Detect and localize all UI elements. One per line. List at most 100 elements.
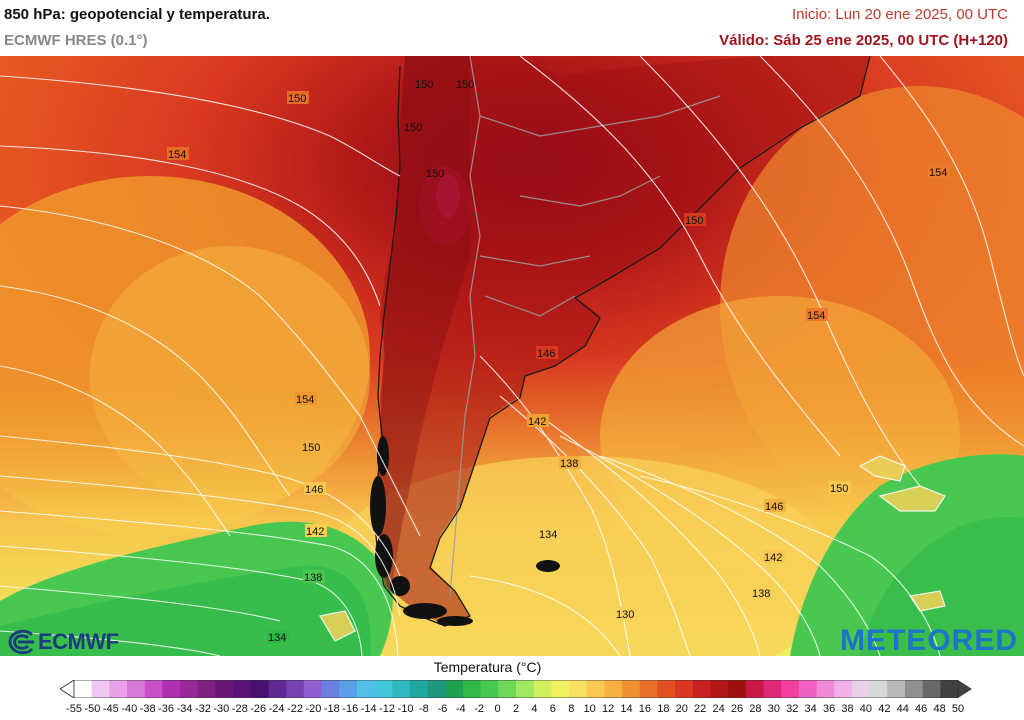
scale-swatch (675, 680, 694, 698)
scale-label: -24 (268, 703, 285, 715)
color-scale-labels: -55 -50 -45 -40 -38 -36 -34 -32 -30 -28 -26 -24 -22-… (0, 703, 1024, 719)
scale-label: 6 (549, 703, 556, 715)
scale-swatch (551, 680, 570, 698)
scale-label: -18 (323, 703, 340, 715)
scale-swatch (286, 680, 305, 698)
isohypse-label: 138 (560, 458, 578, 470)
scale-swatch (940, 680, 959, 698)
scale-label: 40 (859, 703, 873, 715)
scale-label: 26 (730, 703, 744, 715)
scale-swatch (162, 680, 181, 698)
scale-swatch (604, 680, 623, 698)
isohypse-label: 134 (268, 632, 286, 644)
scale-label: -16 (342, 703, 359, 715)
isohypse-label: 146 (765, 501, 783, 513)
scale-swatch (144, 680, 163, 698)
meteored-logo: METEORED (839, 624, 1018, 657)
scale-swatch (74, 680, 93, 698)
scale-label: 48 (933, 703, 946, 715)
scale-swatch (215, 680, 234, 698)
scale-label: 50 (951, 703, 965, 715)
scale-label: 16 (638, 703, 652, 715)
scale-label: -8 (419, 703, 429, 715)
scale-swatch (392, 680, 411, 698)
isohypse-label: 146 (537, 348, 555, 360)
scale-label: 0 (494, 703, 501, 715)
scale-swatch (498, 680, 517, 698)
scale-swatch (409, 680, 429, 698)
scale-label: -34 (176, 703, 193, 715)
scale-label: -20 (305, 703, 322, 715)
scale-swatch (851, 680, 871, 698)
scale-label: 8 (568, 703, 575, 715)
scale-swatch (516, 680, 535, 698)
scale-label: -10 (397, 703, 414, 715)
scale-swatch (303, 680, 323, 698)
isohypse-lines (0, 56, 1024, 656)
isohypse-label: 150 (685, 215, 703, 227)
scale-swatch (356, 680, 376, 698)
scale-swatch (109, 680, 128, 698)
scale-label: 4 (531, 703, 538, 715)
scale-label: -55 (66, 703, 82, 715)
scale-label: 46 (915, 703, 928, 715)
scale-label: 44 (896, 703, 909, 715)
color-scale-bar (60, 680, 972, 698)
scale-swatch (197, 680, 216, 698)
scale-swatch (374, 680, 393, 698)
weather-map[interactable]: 150 154 150 150 150 150 154 154 150 154 … (0, 56, 1024, 656)
isohypse-label: 150 (302, 442, 320, 454)
valid-time: Válido: Sáb 25 ene 2025, 00 UTC (H+120) (719, 32, 1008, 49)
scale-label: -36 (158, 703, 175, 715)
scale-swatch (127, 680, 146, 698)
scale-label: -32 (194, 703, 211, 715)
scale-label: 22 (694, 703, 707, 715)
scale-swatch (180, 680, 199, 698)
scale-swatch (869, 680, 888, 698)
scale-swatch (692, 680, 711, 698)
scale-label: -40 (121, 703, 138, 715)
isohypse-label: 150 (426, 168, 444, 180)
scale-swatch (834, 680, 853, 698)
scale-swatch (745, 680, 765, 698)
scale-swatch (250, 680, 269, 698)
scale-swatch (427, 680, 446, 698)
isohypse-label: 134 (539, 529, 557, 541)
scale-swatch (569, 680, 588, 698)
scale-swatch (445, 680, 464, 698)
scale-swatch (887, 680, 906, 698)
scale-label: -26 (250, 703, 267, 715)
scale-swatch (268, 680, 287, 698)
scale-label: -6 (437, 703, 448, 715)
isohypse-label: 150 (830, 483, 848, 495)
isohypse-label: 138 (304, 572, 322, 584)
scale-swatch (657, 680, 676, 698)
scale-label: -38 (139, 703, 156, 715)
scale-swatch (816, 680, 835, 698)
scale-label: -14 (360, 703, 377, 715)
model-name: ECMWF HRES (0.1°) (4, 32, 148, 49)
isohypse-label: 130 (616, 609, 634, 621)
isohypse-label: 150 (288, 93, 306, 105)
scale-label: -50 (84, 703, 101, 715)
scale-label: -22 (287, 703, 303, 715)
legend-title: Temperatura (°C) (433, 659, 542, 675)
scale-label: 10 (583, 703, 596, 715)
scale-label: 14 (620, 703, 633, 715)
init-time: Inicio: Lun 20 ene 2025, 00 UTC (792, 6, 1008, 23)
scale-swatch (763, 680, 782, 698)
scale-arrow-right (958, 680, 972, 698)
scale-label: -28 (231, 703, 248, 715)
scale-label: -45 (102, 703, 119, 715)
ecmwf-logo: ECMWF (6, 628, 119, 656)
coastline (373, 56, 871, 627)
isohypse-label: 154 (929, 167, 947, 179)
isohypse-label: 142 (764, 552, 782, 564)
scale-label: 2 (512, 703, 520, 715)
scale-label: 12 (601, 703, 615, 715)
isohypse-label: 154 (296, 394, 314, 406)
scale-label: 32 (786, 703, 799, 715)
scale-label: 30 (767, 703, 780, 715)
scale-swatch (321, 680, 340, 698)
scale-swatch (639, 680, 658, 698)
